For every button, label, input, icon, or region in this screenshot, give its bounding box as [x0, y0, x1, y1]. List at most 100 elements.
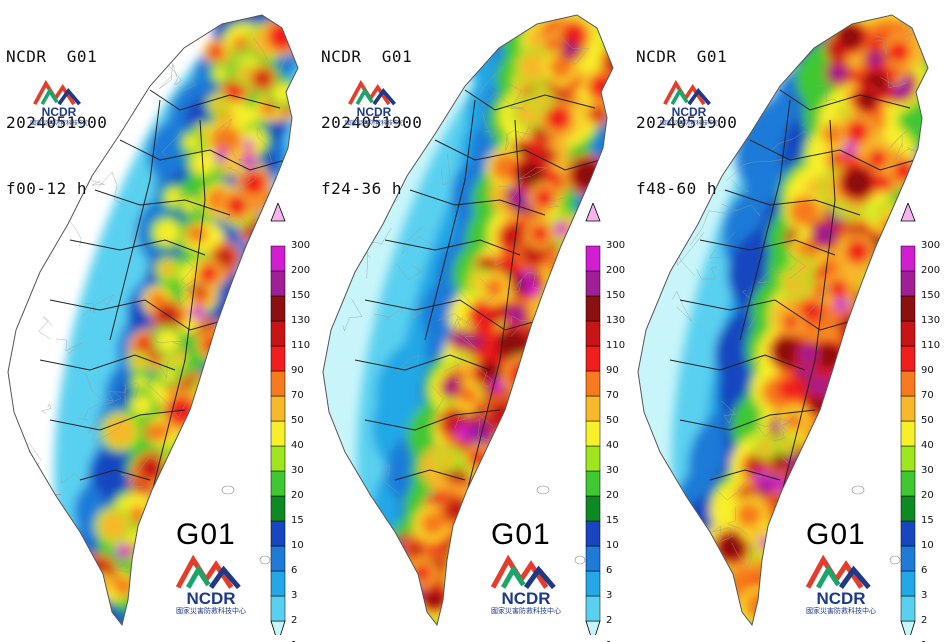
colorbar-band [585, 203, 601, 222]
colorbar-label: 200 [606, 265, 626, 276]
island [221, 485, 235, 495]
colorbar-band [270, 545, 286, 572]
panel-header: NCDR G01 2024051900 f00-12 h [6, 2, 107, 244]
coastline [7, 14, 299, 627]
ncdr-logo-text: NCDR [501, 589, 551, 608]
coastline [637, 14, 929, 627]
colorbar-band [900, 495, 916, 522]
colorbar-band [900, 545, 916, 572]
colorbar-label: 70 [291, 390, 304, 401]
forecast-range: f48-60 h [636, 179, 718, 198]
colorbar-label: 30 [606, 465, 619, 476]
colorbar-label: 6 [291, 565, 298, 576]
colorbar-band [585, 395, 601, 422]
colorbar-label: 130 [291, 315, 311, 326]
colorbar-label: 2 [606, 615, 613, 626]
forecast-panel-f24-36: NCDR G01 2024051900 f24-36 h NCDR 國家災害防救科… [315, 0, 630, 642]
model-label: NCDR G01 [636, 47, 728, 66]
colorbar-band [585, 520, 601, 547]
colorbar-label: 1 [921, 641, 927, 642]
colorbar-label: 300 [606, 240, 626, 251]
coastline [322, 14, 614, 627]
colorbar-label: 130 [921, 315, 941, 326]
panel-header: NCDR G01 2024051900 f48-60 h [636, 2, 737, 244]
colorbar-band [900, 595, 916, 622]
colorbar-band [900, 395, 916, 422]
colorbar-band [270, 420, 286, 447]
colorbar-label: 90 [291, 365, 304, 376]
colorbar-band [270, 270, 286, 297]
model-tag: G01 [491, 518, 551, 551]
init-time: 2024051900 [6, 113, 108, 132]
colorbar-band [585, 245, 601, 272]
colorbar-band [270, 495, 286, 522]
colorbar-band [270, 245, 286, 272]
colorbar-band [900, 520, 916, 547]
colorbar-label: 6 [921, 565, 928, 576]
ncdr-logo-large: NCDR 國家災害防救科技中心 [800, 552, 882, 616]
colorbar-band [900, 245, 916, 272]
colorbar-band [900, 270, 916, 297]
colorbar-band [585, 295, 601, 322]
colorbar-label: 10 [921, 540, 934, 551]
colorbar-band [585, 370, 601, 397]
panel-header: NCDR G01 2024051900 f24-36 h [321, 2, 422, 244]
colorbar-label: 30 [291, 465, 304, 476]
island [259, 555, 271, 565]
island [851, 485, 865, 495]
taiwan-rainfall-map [7, 14, 299, 627]
colorbar-label: 30 [921, 465, 934, 476]
colorbar-band [585, 445, 601, 472]
forecast-panel-f00-12: NCDR G01 2024051900 f00-12 h NCDR 國家災害防救科… [0, 0, 315, 642]
colorbar-label: 20 [921, 490, 934, 501]
colorbar-band [585, 595, 601, 622]
colorbar-band [585, 495, 601, 522]
rainfall-colorbar: 1 2 3 6 10 15 20 30 40 50 70 90 110 130 150 200 300 [900, 203, 941, 642]
colorbar-band [270, 620, 286, 635]
ncdr-org-name: 國家災害防救科技中心 [660, 120, 721, 127]
taiwan-rainfall-map [322, 14, 614, 627]
colorbar-label: 110 [606, 340, 626, 351]
ncdr-org-name: 國家災害防救科技中心 [176, 607, 246, 615]
colorbar-band [270, 595, 286, 622]
colorbar-label: 300 [291, 240, 311, 251]
colorbar-band [270, 345, 286, 372]
taiwan-rainfall-map [637, 14, 929, 627]
ncdr-logo-small: NCDR 國家災害防救科技中心 [345, 78, 405, 127]
colorbar-label: 110 [291, 340, 311, 351]
ncdr-logo-text: NCDR [671, 105, 707, 119]
colorbar-band [585, 320, 601, 347]
colorbar-band [900, 620, 916, 635]
colorbar-label: 40 [921, 440, 934, 451]
colorbar-band [270, 470, 286, 497]
colorbar-label: 20 [606, 490, 619, 501]
colorbar-band [585, 270, 601, 297]
colorbar-label: 20 [291, 490, 304, 501]
colorbar-band [900, 295, 916, 322]
ncdr-logo-small: NCDR 國家災害防救科技中心 [660, 78, 721, 127]
init-time: 2024051900 [636, 113, 738, 132]
colorbar-band [270, 320, 286, 347]
model-label: NCDR G01 [321, 47, 413, 66]
colorbar-band [900, 470, 916, 497]
colorbar-label: 15 [921, 515, 934, 526]
colorbar-label: 150 [921, 290, 941, 301]
ncdr-logo-large: NCDR 國家災害防救科技中心 [170, 552, 252, 616]
colorbar-band [585, 420, 601, 447]
colorbar-label: 90 [921, 365, 934, 376]
colorbar-label: 130 [606, 315, 626, 326]
colorbar-band [270, 395, 286, 422]
colorbar-band [900, 203, 916, 222]
colorbar-band [270, 570, 286, 597]
colorbar-band [900, 445, 916, 472]
ncdr-logo-text: NCDR [186, 589, 236, 608]
colorbar-band [900, 320, 916, 347]
colorbar-label: 200 [921, 265, 941, 276]
colorbar-label: 300 [921, 240, 941, 251]
colorbar-band [270, 203, 286, 222]
colorbar-label: 150 [606, 290, 626, 301]
colorbar-band [900, 570, 916, 597]
colorbar-label: 150 [291, 290, 311, 301]
colorbar-label: 2 [921, 615, 928, 626]
model-tag: G01 [806, 518, 866, 551]
